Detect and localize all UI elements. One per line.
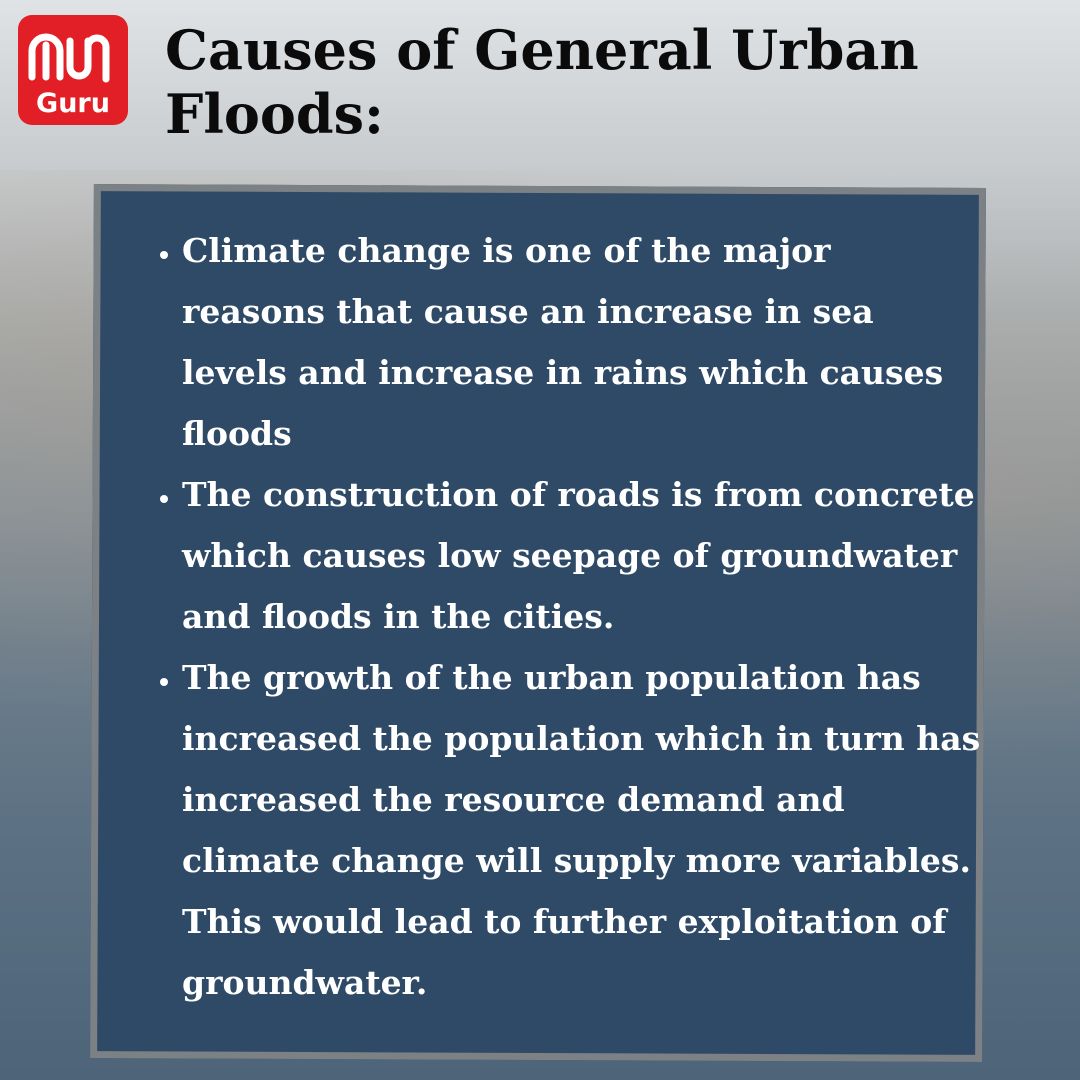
logo-mark	[28, 33, 110, 83]
bullet-list: Climate change is one of the major reaso…	[142, 220, 982, 1013]
bullet-item: The growth of the urban population has i…	[182, 647, 982, 1013]
bullet-item: Climate change is one of the major reaso…	[182, 220, 982, 464]
bullet-item: The construction of roads is from concre…	[182, 464, 982, 647]
title: Causes of General Urban Floods:	[165, 18, 919, 146]
logo: Guru	[18, 15, 128, 125]
logo-text: Guru	[36, 88, 110, 119]
